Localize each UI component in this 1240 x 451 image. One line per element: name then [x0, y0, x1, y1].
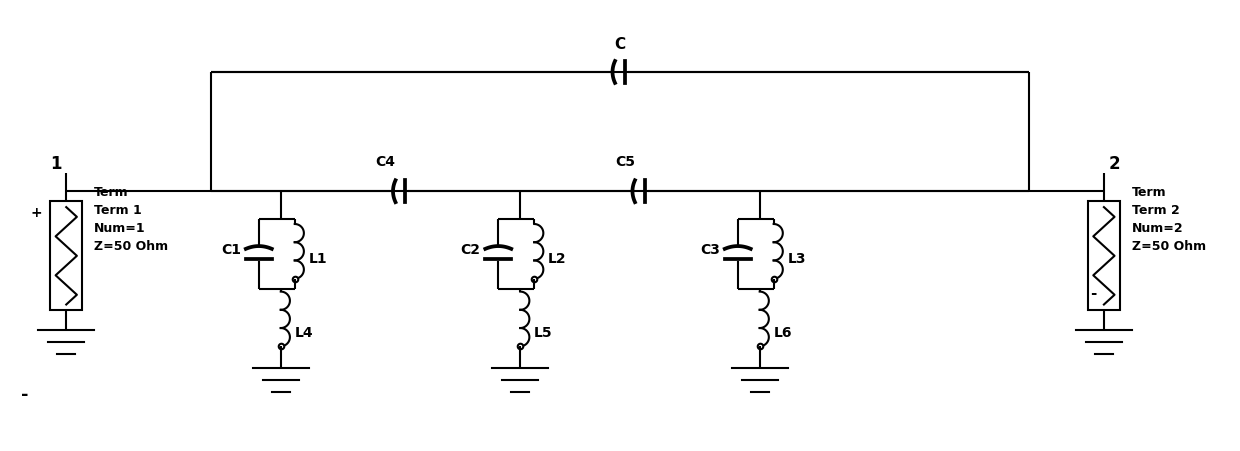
Text: L5: L5 [534, 327, 553, 341]
Text: L1: L1 [309, 252, 327, 266]
Text: +: + [31, 206, 42, 220]
Text: L6: L6 [774, 327, 792, 341]
Text: L4: L4 [295, 327, 314, 341]
Text: -: - [21, 386, 29, 404]
Text: C: C [615, 37, 625, 52]
Text: Term
Term 1
Num=1
Z=50 Ohm: Term Term 1 Num=1 Z=50 Ohm [94, 186, 169, 253]
Text: 2: 2 [1109, 155, 1121, 173]
Text: L3: L3 [787, 252, 806, 266]
Text: C2: C2 [460, 243, 480, 257]
Text: 1: 1 [50, 155, 61, 173]
Text: C4: C4 [376, 155, 396, 169]
Text: C5: C5 [615, 155, 635, 169]
Bar [51, 201, 82, 310]
Bar [1087, 201, 1120, 310]
Text: -: - [1090, 285, 1096, 300]
Text: C1: C1 [221, 243, 241, 257]
Text: C3: C3 [699, 243, 719, 257]
Text: L2: L2 [548, 252, 567, 266]
Text: Term
Term 2
Num=2
Z=50 Ohm: Term Term 2 Num=2 Z=50 Ohm [1132, 186, 1207, 253]
